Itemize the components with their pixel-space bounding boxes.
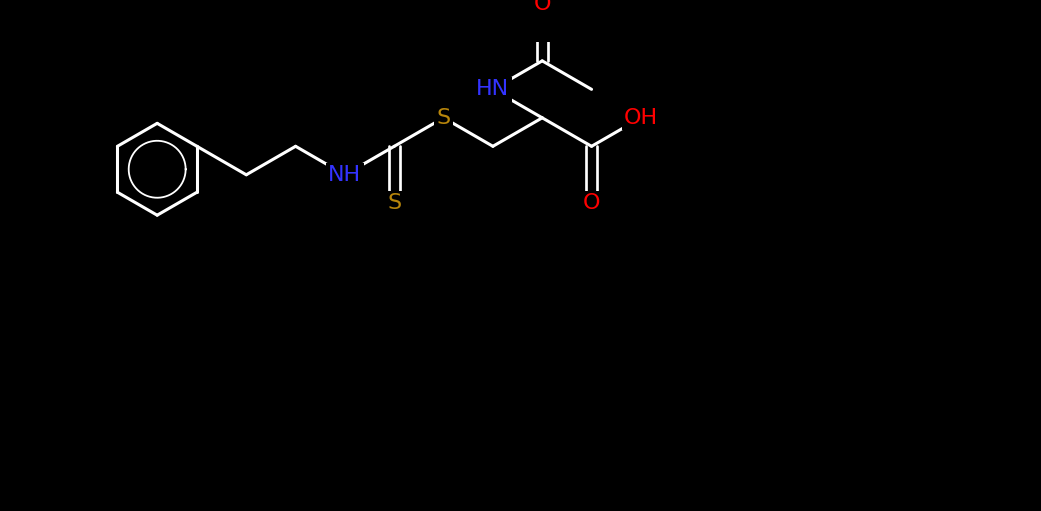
Text: HN: HN xyxy=(477,79,509,99)
Text: O: O xyxy=(533,0,551,14)
Text: S: S xyxy=(436,108,451,128)
Text: S: S xyxy=(387,193,402,213)
Text: NH: NH xyxy=(328,165,361,185)
Text: O: O xyxy=(583,193,601,213)
Text: OH: OH xyxy=(624,108,658,128)
